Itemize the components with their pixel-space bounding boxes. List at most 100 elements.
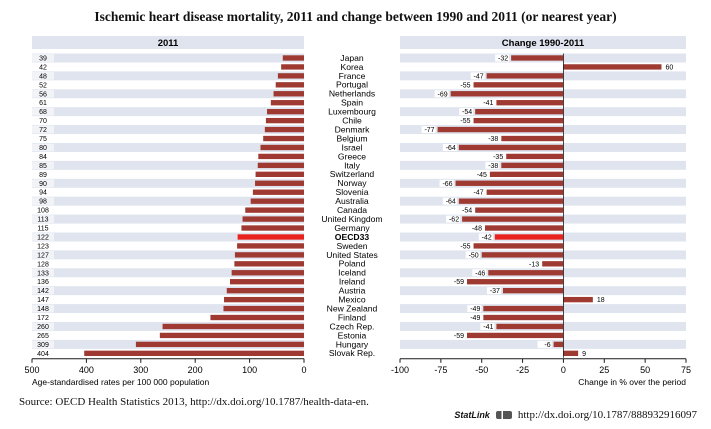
right-value-label-bg	[421, 126, 436, 134]
right-bar-denmark	[437, 126, 564, 133]
left-value-label: 108	[37, 208, 49, 215]
left-bar-norway	[255, 180, 304, 186]
left-value-label-bg	[32, 116, 54, 125]
right-value-label-bg	[465, 251, 480, 259]
chart-title: Ischemic heart disease mortality, 2011 a…	[94, 9, 617, 24]
left-bar-france	[277, 73, 304, 79]
left-x-axis-label: Age-standardised rates per 100 000 popul…	[32, 377, 209, 387]
left-value-label: 72	[39, 127, 47, 134]
right-x-tick-label: 0	[561, 365, 566, 375]
left-bar-chile	[265, 117, 304, 124]
left-bar-germany	[241, 225, 304, 231]
left-bar-united-states	[234, 252, 304, 258]
statlink-url[interactable]: http://dx.doi.org/10.1787/888932916097	[517, 409, 697, 421]
left-bar-italy	[257, 162, 304, 169]
left-row-band	[32, 143, 304, 152]
left-value-label-bg	[32, 89, 54, 98]
right-value-label: -49	[470, 306, 480, 313]
left-value-label-bg	[32, 224, 54, 232]
left-bar-estonia	[159, 332, 304, 339]
right-value-label: -62	[449, 217, 459, 224]
right-value-label-bg	[468, 224, 483, 232]
left-row-band	[32, 107, 304, 117]
left-value-label-bg	[32, 313, 54, 322]
left-panel-title: 2011	[158, 38, 179, 49]
right-value-label-bg	[439, 179, 454, 187]
left-bar-mexico	[224, 296, 304, 303]
right-value-label-bg	[473, 170, 488, 178]
left-value-label-bg	[32, 107, 54, 116]
right-bar-norway	[455, 180, 564, 186]
country-label: Norway	[337, 178, 367, 188]
left-value-label: 142	[37, 288, 49, 295]
country-label: Canada	[337, 205, 367, 215]
right-value-label: 9	[582, 351, 586, 358]
right-value-label: -46	[475, 270, 485, 277]
left-value-label-bg	[32, 251, 54, 259]
right-value-label: -64	[446, 199, 456, 206]
right-value-label-bg	[446, 215, 461, 223]
left-value-label-bg	[32, 349, 54, 358]
left-value-label-bg	[32, 152, 54, 161]
left-bar-czech-rep-	[162, 323, 304, 330]
country-label: OECD33	[335, 232, 370, 242]
country-label: Sweden	[336, 241, 367, 251]
left-value-label: 48	[39, 73, 47, 80]
right-bar-switzerland	[489, 171, 564, 177]
country-label: Hungary	[336, 339, 369, 349]
left-value-label-bg	[32, 268, 54, 277]
left-panel-header	[32, 36, 304, 49]
country-label: Japan	[340, 53, 364, 63]
left-value-label: 56	[39, 91, 47, 98]
right-x-tick-label: 75	[681, 365, 691, 375]
statlink[interactable]: StatLink http://dx.doi.org/10.1787/88893…	[454, 409, 697, 421]
right-value-label: -35	[493, 154, 503, 161]
left-value-label: 148	[37, 306, 49, 313]
right-bar-germany	[484, 225, 564, 231]
left-x-tick-label: 300	[133, 365, 148, 375]
left-value-label: 52	[39, 82, 47, 89]
left-bar-ireland	[230, 279, 304, 285]
left-value-label: 94	[39, 190, 47, 197]
left-row-band	[32, 286, 304, 296]
country-label: Korea	[341, 62, 364, 72]
statlink-label: StatLink	[454, 410, 490, 420]
left-x-tick-label: 500	[24, 365, 39, 375]
left-row-band	[32, 125, 304, 135]
right-value-label: -54	[462, 208, 472, 215]
left-value-label: 75	[39, 136, 47, 143]
left-value-label-bg	[32, 72, 54, 80]
left-bar-united-kingdom	[242, 216, 304, 222]
right-bar-poland	[542, 261, 564, 267]
country-label: Iceland	[338, 268, 366, 278]
left-value-label: 115	[37, 226, 48, 233]
country-label: Italy	[344, 160, 360, 170]
left-value-label: 39	[39, 55, 47, 62]
right-value-label-bg	[457, 117, 472, 125]
country-label: Spain	[341, 98, 363, 108]
right-value-label: -42	[482, 234, 492, 241]
right-value-label: -55	[460, 118, 470, 125]
left-bar-australia	[250, 198, 304, 204]
left-x-tick-label: 200	[188, 365, 203, 375]
left-value-label-bg	[32, 179, 54, 188]
left-bar-slovenia	[252, 189, 304, 195]
right-bar-iceland	[488, 270, 564, 276]
right-value-label-bg	[480, 99, 495, 107]
left-value-label-bg	[32, 80, 54, 89]
country-label: France	[339, 71, 366, 81]
right-value-label-bg	[467, 305, 482, 313]
right-bar-united-kingdom	[462, 216, 564, 222]
left-value-label: 309	[37, 342, 49, 349]
left-value-label-bg	[32, 63, 54, 71]
right-value-label: -13	[529, 261, 539, 268]
right-bar-united-states	[481, 252, 564, 258]
right-bar-czech-rep-	[496, 323, 564, 330]
right-bar-japan	[511, 55, 564, 61]
country-label: Belgium	[336, 133, 367, 143]
right-bar-greece	[506, 153, 564, 160]
left-value-label: 133	[37, 270, 49, 277]
right-bar-oecd33	[494, 234, 564, 240]
left-value-label-bg	[32, 197, 54, 206]
right-value-label: -48	[472, 226, 482, 233]
